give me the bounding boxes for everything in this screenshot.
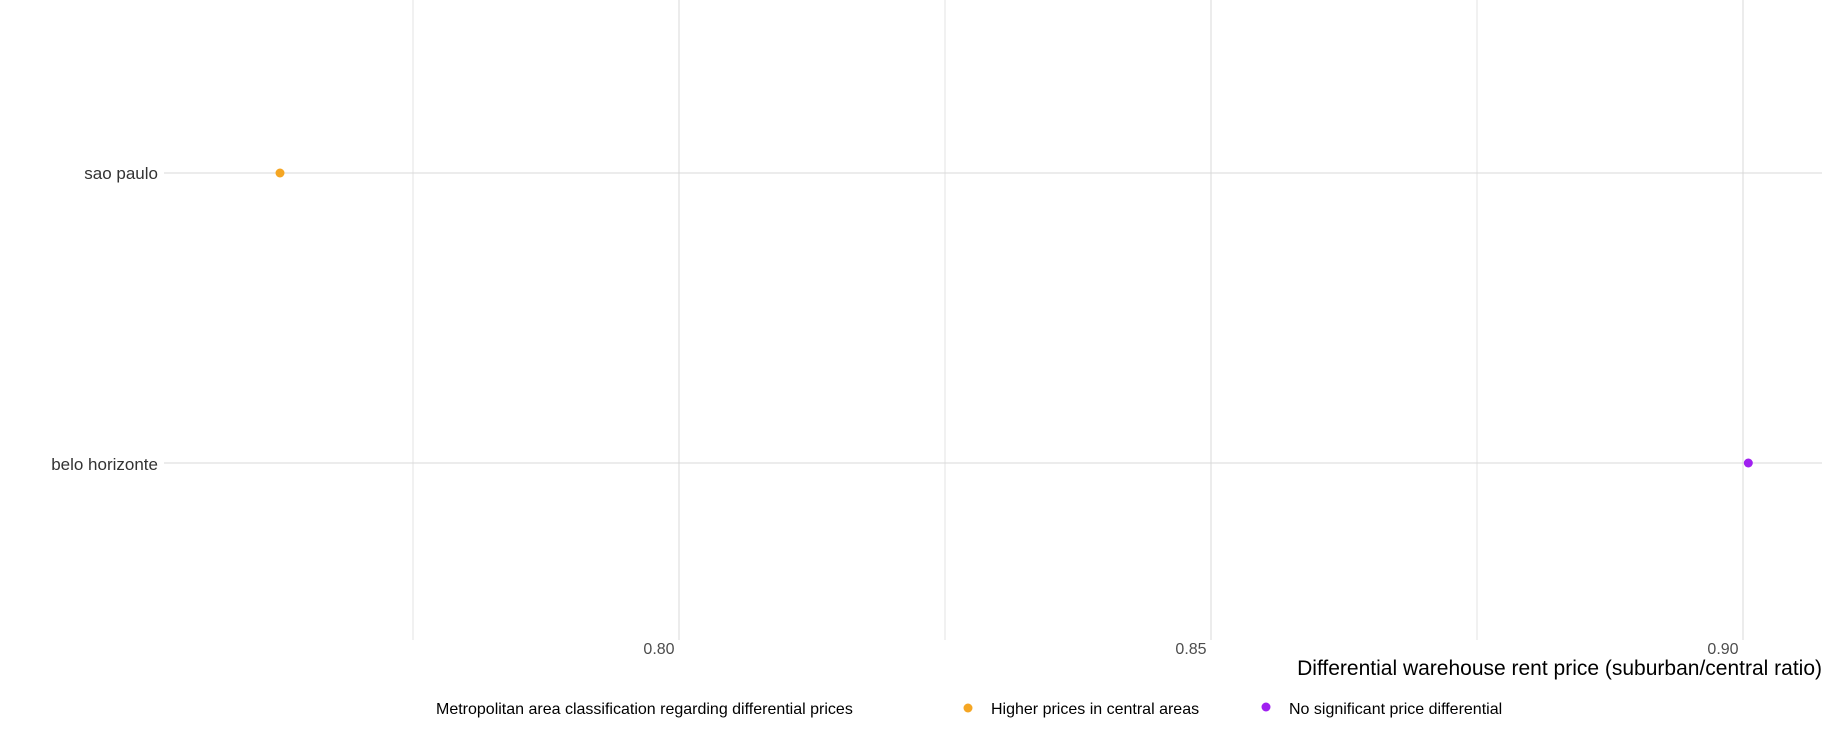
x-tick-label: 0.90 [1707,641,1738,658]
legend-label: Higher prices in central areas [991,701,1199,718]
legend: Metropolitan area classification regardi… [436,701,1502,718]
y-tick-label: belo horizonte [51,455,158,474]
legend-title: Metropolitan area classification regardi… [436,701,853,718]
y-tick-label: sao paulo [84,164,158,183]
x-tick-label: 0.85 [1175,641,1206,658]
x-tick-label: 0.80 [643,641,674,658]
data-point-sao-paulo [275,168,285,178]
legend-label: No significant price differential [1289,701,1502,718]
data-point-belo-horizonte [1743,458,1753,468]
legend-key-no-differential [1261,702,1271,712]
legend-key-higher-prices [963,703,973,713]
x-axis-title: Differential warehouse rent price (subur… [1297,657,1822,680]
